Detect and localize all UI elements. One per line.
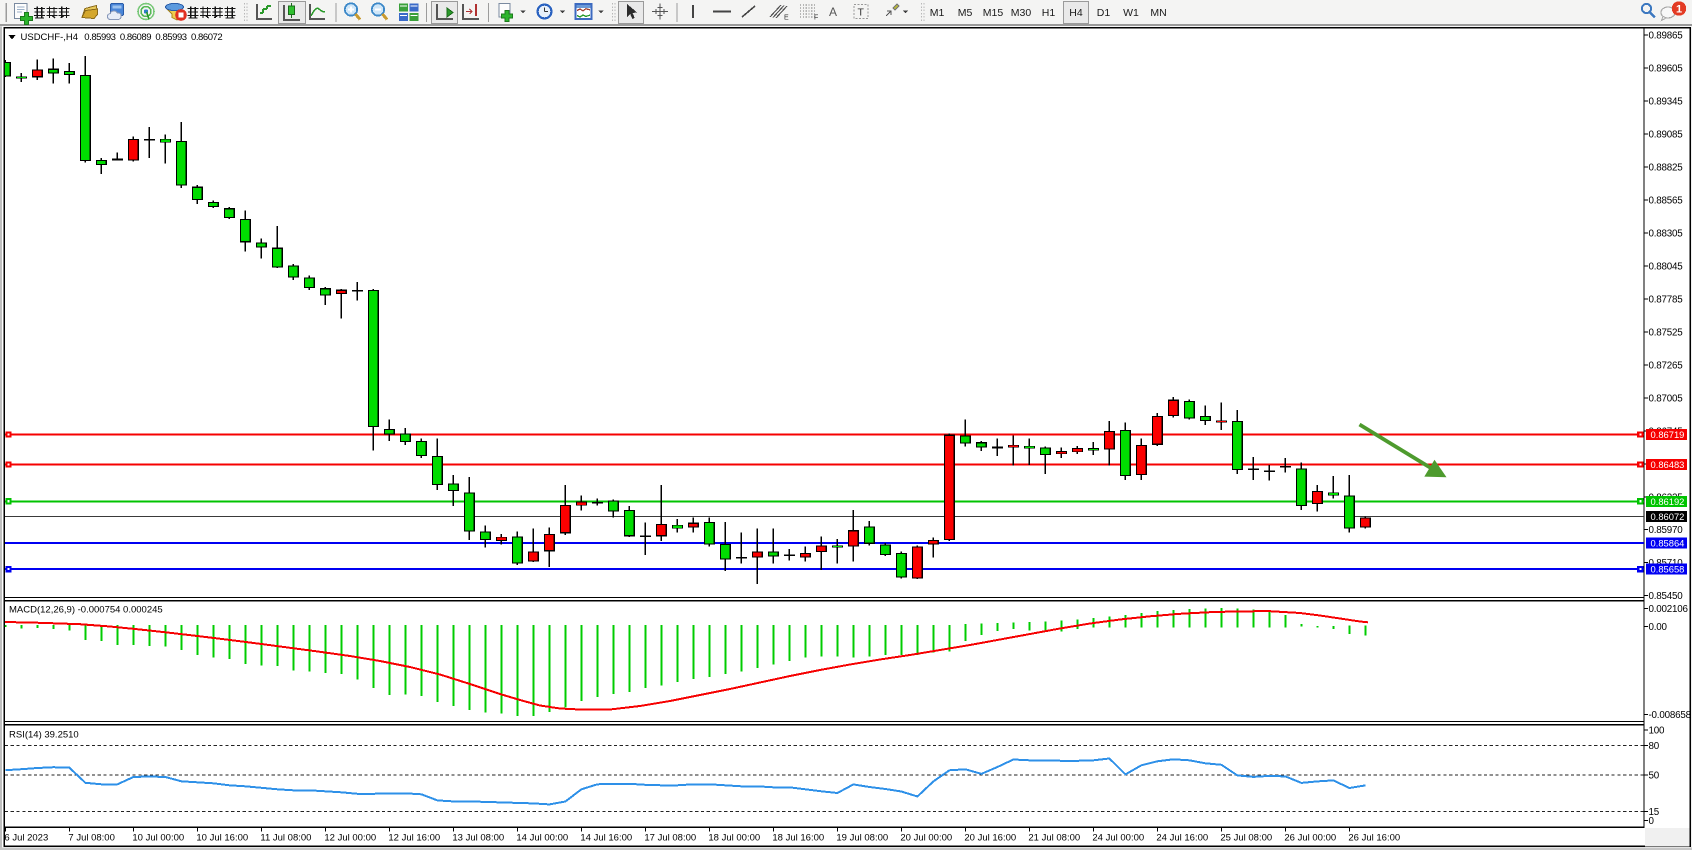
svg-text:12 Jul 16:00: 12 Jul 16:00 <box>388 832 440 843</box>
svg-text:0.85658: 0.85658 <box>1651 564 1685 575</box>
svg-text:11 Jul 08:00: 11 Jul 08:00 <box>260 832 311 843</box>
svg-text:0.85864: 0.85864 <box>1651 537 1685 548</box>
svg-text:0.87785: 0.87785 <box>1649 295 1684 306</box>
svg-text:0: 0 <box>1649 816 1655 827</box>
svg-text:12 Jul 00:00: 12 Jul 00:00 <box>324 832 376 843</box>
svg-text:0.86483: 0.86483 <box>1651 459 1685 470</box>
svg-text:F: F <box>814 15 818 22</box>
svg-text:0.87005: 0.87005 <box>1649 394 1684 405</box>
svg-text:18 Jul 16:00: 18 Jul 16:00 <box>772 832 824 843</box>
svg-text:M30: M30 <box>1011 7 1032 19</box>
svg-text:0.88825: 0.88825 <box>1649 163 1684 174</box>
svg-text:M1: M1 <box>930 7 945 19</box>
svg-text:26 Jul 16:00: 26 Jul 16:00 <box>1348 832 1400 843</box>
svg-text:0.86072: 0.86072 <box>1651 511 1685 522</box>
svg-text:50: 50 <box>1649 771 1660 782</box>
svg-text:26 Jul 00:00: 26 Jul 00:00 <box>1284 832 1336 843</box>
svg-text:H4: H4 <box>1069 7 1083 19</box>
svg-text:0.85993 0.86089 0.85993 0.8: 0.85993 0.86089 0.85993 0.86072 <box>84 32 222 43</box>
svg-text:18 Jul 00:00: 18 Jul 00:00 <box>708 832 760 843</box>
svg-text:10 Jul 00:00: 10 Jul 00:00 <box>132 832 184 843</box>
svg-text:13 Jul 08:00: 13 Jul 08:00 <box>452 832 504 843</box>
svg-text:1: 1 <box>1676 4 1682 16</box>
svg-text:0.87525: 0.87525 <box>1649 328 1684 339</box>
svg-text:7 Jul 08:00: 7 Jul 08:00 <box>68 832 114 843</box>
svg-text:A: A <box>829 5 837 19</box>
svg-text:20 Jul 16:00: 20 Jul 16:00 <box>964 832 1016 843</box>
svg-text:14 Jul 00:00: 14 Jul 00:00 <box>516 832 568 843</box>
svg-text:19 Jul 08:00: 19 Jul 08:00 <box>836 832 888 843</box>
svg-text:0.87265: 0.87265 <box>1649 361 1684 372</box>
svg-text:0.89865: 0.89865 <box>1649 31 1684 42</box>
svg-text:0.89345: 0.89345 <box>1649 97 1684 108</box>
svg-text:H1: H1 <box>1042 7 1056 19</box>
svg-text:14 Jul 16:00: 14 Jul 16:00 <box>580 832 632 843</box>
svg-text:17 Jul 08:00: 17 Jul 08:00 <box>644 832 696 843</box>
svg-text:E: E <box>784 15 789 22</box>
svg-text:0.00: 0.00 <box>1649 622 1668 633</box>
svg-text:0.85970: 0.85970 <box>1649 525 1684 536</box>
svg-text:15: 15 <box>1649 807 1660 818</box>
svg-text:100: 100 <box>1649 726 1665 737</box>
svg-text:80: 80 <box>1649 741 1660 752</box>
svg-text:21 Jul 08:00: 21 Jul 08:00 <box>1028 832 1080 843</box>
svg-text:0.89085: 0.89085 <box>1649 130 1684 141</box>
svg-text:M15: M15 <box>983 7 1004 19</box>
svg-text:W1: W1 <box>1123 7 1139 19</box>
svg-text:D1: D1 <box>1097 7 1111 19</box>
svg-text:-0.008658: -0.008658 <box>1649 710 1692 721</box>
svg-text:20 Jul 00:00: 20 Jul 00:00 <box>900 832 952 843</box>
svg-text:24 Jul 00:00: 24 Jul 00:00 <box>1092 832 1144 843</box>
svg-text:MN: MN <box>1150 7 1166 19</box>
svg-text:T: T <box>858 7 865 19</box>
svg-text:24 Jul 16:00: 24 Jul 16:00 <box>1156 832 1208 843</box>
svg-text:RSI(14) 39.2510: RSI(14) 39.2510 <box>9 729 79 740</box>
svg-text:0.89605: 0.89605 <box>1649 64 1684 75</box>
svg-text:USDCHF-,H4: USDCHF-,H4 <box>21 32 79 43</box>
svg-text:0.002106: 0.002106 <box>1649 604 1689 615</box>
svg-text:25 Jul 08:00: 25 Jul 08:00 <box>1220 832 1272 843</box>
svg-text:0.85450: 0.85450 <box>1649 591 1684 602</box>
svg-text:0.88565: 0.88565 <box>1649 196 1684 207</box>
svg-text:M5: M5 <box>958 7 973 19</box>
svg-text:0.86192: 0.86192 <box>1651 496 1685 507</box>
svg-text:0.88305: 0.88305 <box>1649 229 1684 240</box>
svg-text:MACD(12,26,9) -0.000754 0.0002: MACD(12,26,9) -0.000754 0.000245 <box>9 604 163 615</box>
svg-text:10 Jul 16:00: 10 Jul 16:00 <box>196 832 248 843</box>
svg-text:6 Jul 2023: 6 Jul 2023 <box>4 832 48 843</box>
svg-text:0.88045: 0.88045 <box>1649 262 1684 273</box>
svg-text:0.86719: 0.86719 <box>1651 429 1685 440</box>
